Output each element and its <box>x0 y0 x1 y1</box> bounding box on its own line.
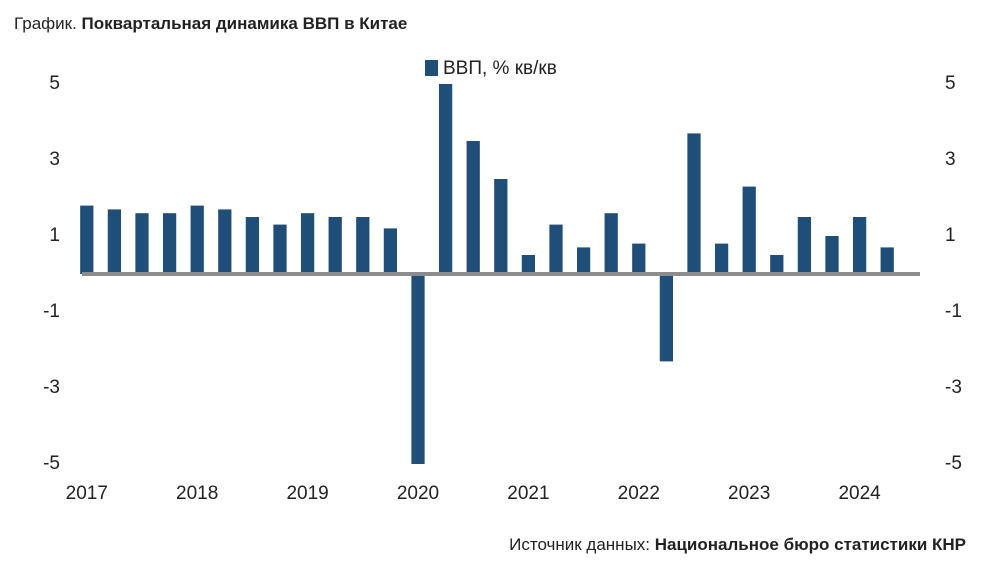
bar <box>797 217 812 274</box>
bar <box>411 274 425 464</box>
x-tick-label: 2021 <box>507 483 549 504</box>
x-tick-label: 2023 <box>728 483 770 504</box>
x-tick-label: 2022 <box>618 483 660 504</box>
source-text: Национальное бюро статистики КНР <box>655 535 966 554</box>
x-tick-label: 2019 <box>286 483 328 504</box>
bar <box>687 133 701 274</box>
legend-swatch <box>425 60 438 76</box>
title-text: Поквартальная динамика ВВП в Китае <box>82 14 408 33</box>
y2-tick-label: -1 <box>945 301 962 322</box>
bar <box>162 213 177 274</box>
bar <box>383 228 398 274</box>
bar <box>273 224 287 274</box>
bar <box>549 224 563 274</box>
bar <box>218 209 232 274</box>
bar <box>659 274 674 362</box>
bar <box>576 247 591 274</box>
x-tick-label: 2020 <box>397 483 439 504</box>
bar <box>328 217 342 274</box>
chart-title: График. Поквартальная динамика ВВП в Кит… <box>14 14 407 33</box>
bar <box>356 217 370 274</box>
bar <box>742 186 756 274</box>
y-tick-label: 1 <box>49 225 60 246</box>
y-tick-label: 3 <box>49 149 60 170</box>
bar <box>494 179 508 274</box>
title-prefix: График. <box>14 14 77 33</box>
bar <box>852 217 867 274</box>
y-tick-label: 5 <box>49 73 60 94</box>
bar <box>466 141 480 274</box>
bar <box>300 213 315 274</box>
bar <box>521 255 536 274</box>
bar <box>604 213 618 274</box>
y2-tick-label: -5 <box>945 453 962 474</box>
bar <box>825 236 839 274</box>
bar <box>714 243 729 274</box>
y2-tick-label: 3 <box>945 149 956 170</box>
bar <box>880 247 894 274</box>
bar <box>190 205 204 274</box>
bar <box>135 213 149 274</box>
bar <box>632 243 646 274</box>
bar <box>770 255 784 274</box>
x-tick-label: 2018 <box>176 483 218 504</box>
bar <box>438 84 453 274</box>
bar <box>245 217 260 274</box>
y-tick-label: -1 <box>43 301 60 322</box>
y-tick-label: -3 <box>43 377 60 398</box>
y-tick-label: -5 <box>43 453 60 474</box>
y2-tick-label: 1 <box>945 225 956 246</box>
x-tick-label: 2017 <box>66 483 108 504</box>
y2-tick-label: 5 <box>945 73 956 94</box>
bar <box>80 205 94 274</box>
bar <box>107 209 122 274</box>
y2-tick-label: -3 <box>945 377 962 398</box>
legend-label: ВВП, % кв/кв <box>443 58 557 79</box>
source: Источник данных: Национальное бюро стати… <box>509 535 966 554</box>
x-tick-label: 2024 <box>838 483 881 504</box>
source-label: Источник данных: <box>509 535 650 554</box>
